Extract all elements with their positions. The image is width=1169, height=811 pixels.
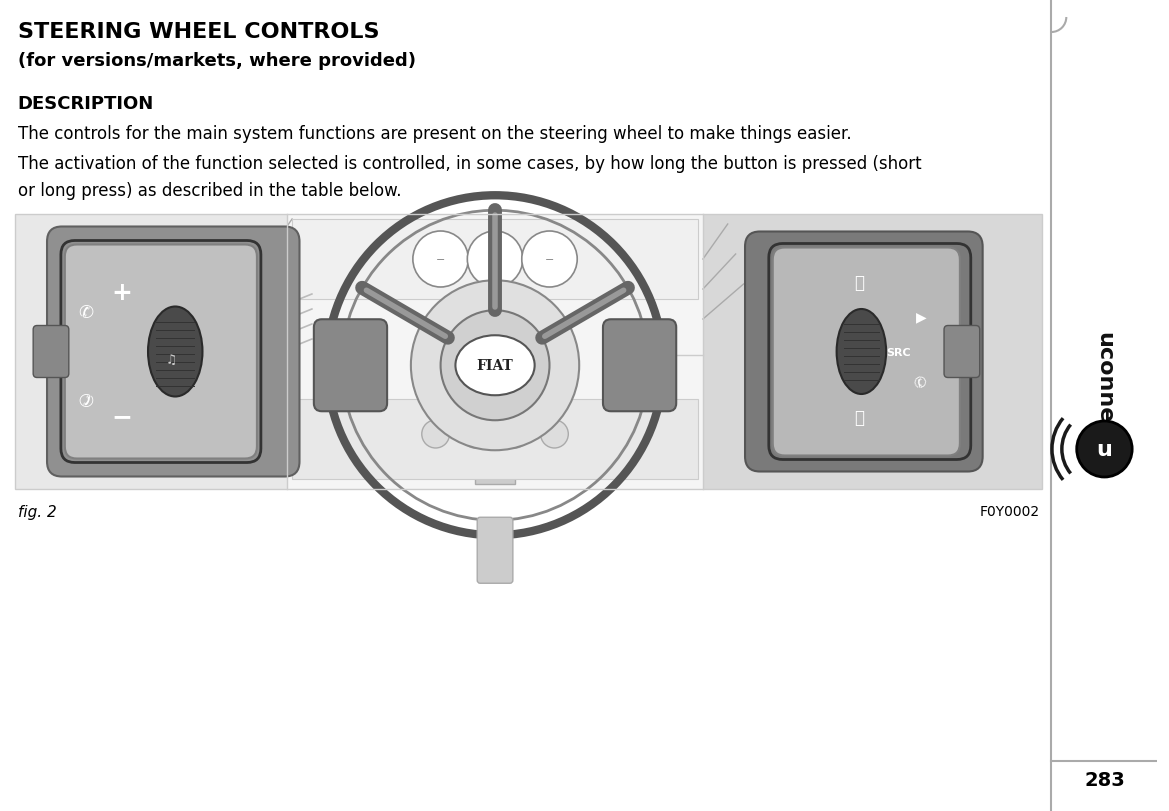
Text: ♫: ♫ — [166, 354, 177, 367]
Circle shape — [441, 311, 549, 421]
Text: F0Y0002: F0Y0002 — [980, 504, 1039, 518]
Text: The controls for the main system functions are present on the steering wheel to : The controls for the main system functio… — [18, 125, 851, 143]
Text: ⏮: ⏮ — [855, 408, 864, 426]
Circle shape — [540, 420, 568, 448]
Text: The activation of the function selected is controlled, in some cases, by how lon: The activation of the function selected … — [18, 155, 921, 173]
FancyBboxPatch shape — [745, 232, 983, 472]
Ellipse shape — [456, 336, 534, 396]
Text: −: − — [545, 255, 554, 264]
Text: FIAT: FIAT — [477, 358, 513, 373]
Text: ▶: ▶ — [915, 310, 926, 324]
FancyBboxPatch shape — [477, 517, 513, 584]
Text: fig. 2: fig. 2 — [18, 504, 56, 519]
Text: −: − — [436, 255, 445, 264]
FancyBboxPatch shape — [773, 248, 960, 456]
Circle shape — [413, 232, 469, 288]
Circle shape — [422, 420, 450, 448]
Text: u: u — [1097, 440, 1113, 460]
FancyBboxPatch shape — [33, 326, 69, 378]
FancyBboxPatch shape — [64, 245, 257, 459]
Text: 283: 283 — [1084, 770, 1125, 789]
Ellipse shape — [837, 310, 886, 394]
Circle shape — [468, 232, 523, 288]
FancyBboxPatch shape — [292, 220, 698, 299]
FancyBboxPatch shape — [292, 400, 698, 479]
FancyBboxPatch shape — [288, 215, 703, 489]
Text: DESCRIPTION: DESCRIPTION — [18, 95, 154, 113]
Text: +: + — [111, 280, 132, 304]
FancyBboxPatch shape — [15, 215, 288, 489]
Circle shape — [521, 232, 577, 288]
FancyBboxPatch shape — [703, 215, 1042, 489]
Circle shape — [410, 281, 579, 451]
FancyBboxPatch shape — [47, 227, 299, 477]
Text: ✆: ✆ — [78, 303, 94, 321]
Text: STEERING WHEEL CONTROLS: STEERING WHEEL CONTROLS — [18, 22, 379, 42]
Circle shape — [462, 420, 489, 448]
FancyBboxPatch shape — [945, 326, 980, 378]
Text: SRC: SRC — [886, 347, 912, 357]
Circle shape — [502, 420, 528, 448]
Text: −: − — [111, 405, 132, 429]
FancyBboxPatch shape — [313, 320, 387, 412]
Text: ✆: ✆ — [78, 388, 94, 406]
Text: uconnect: uconnect — [1094, 332, 1114, 447]
Circle shape — [1077, 422, 1132, 478]
FancyBboxPatch shape — [603, 320, 676, 412]
Text: ✆: ✆ — [912, 372, 931, 392]
FancyBboxPatch shape — [476, 435, 514, 484]
Ellipse shape — [148, 307, 202, 397]
Text: or long press) as described in the table below.: or long press) as described in the table… — [18, 182, 401, 200]
Text: −: − — [490, 255, 499, 264]
Text: (for versions/markets, where provided): (for versions/markets, where provided) — [18, 52, 416, 70]
Text: ⏭: ⏭ — [855, 273, 864, 291]
